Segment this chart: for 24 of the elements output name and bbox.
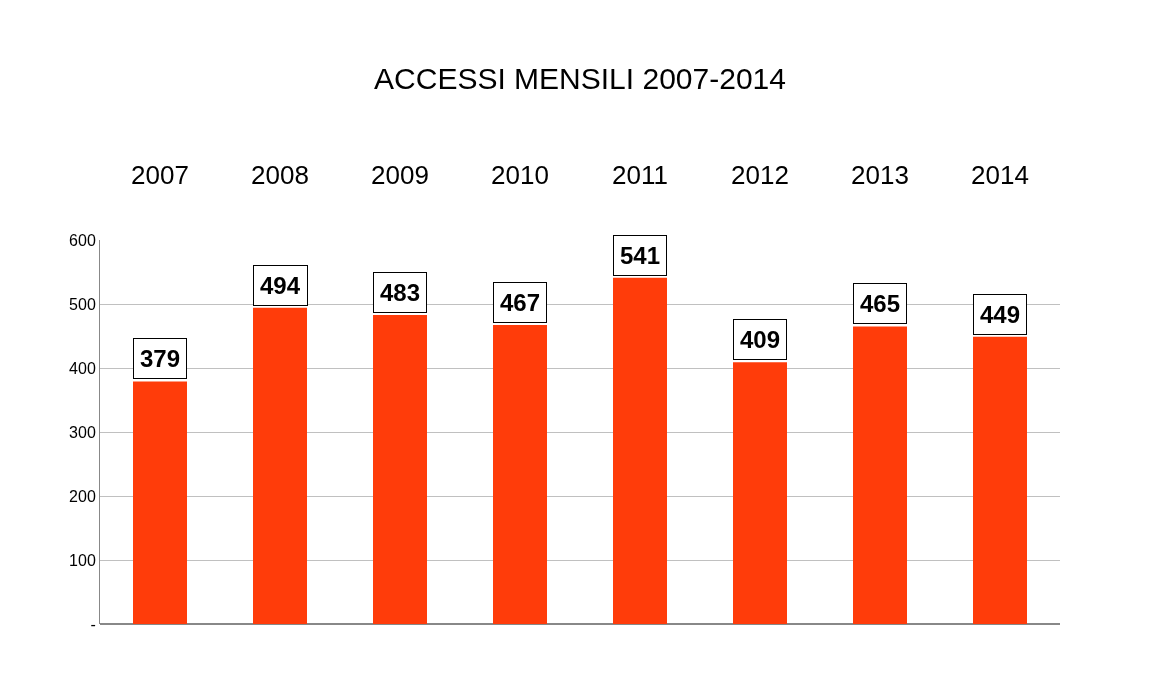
y-tick-label: 600 [69,231,96,249]
y-tick-label: 300 [69,423,96,441]
y-tick-label: 400 [69,359,96,377]
y-tick-label: - [90,615,96,633]
data-label: 465 [860,290,901,317]
x-tick-label: 2008 [251,159,309,190]
data-label: 541 [620,242,661,269]
x-tick-label: 2012 [731,159,789,190]
x-tick-label: 2011 [612,159,668,190]
data-label: 483 [380,279,421,306]
data-label: 467 [500,289,541,316]
x-tick-label: 2007 [131,159,189,190]
y-tick-label: 100 [69,551,96,569]
x-tick-label: 2014 [971,159,1029,190]
chart-title: ACCESSI MENSILI 2007-2014 [374,62,786,96]
data-label: 494 [260,272,301,299]
x-tick-label: 2013 [851,159,909,190]
data-label: 379 [140,345,181,372]
x-tick-label: 2009 [371,159,429,190]
y-tick-label: 500 [69,295,96,313]
y-tick-label: 200 [69,487,96,505]
x-tick-label: 2010 [491,159,549,190]
data-label: 449 [980,301,1021,328]
data-label: 409 [740,326,781,353]
